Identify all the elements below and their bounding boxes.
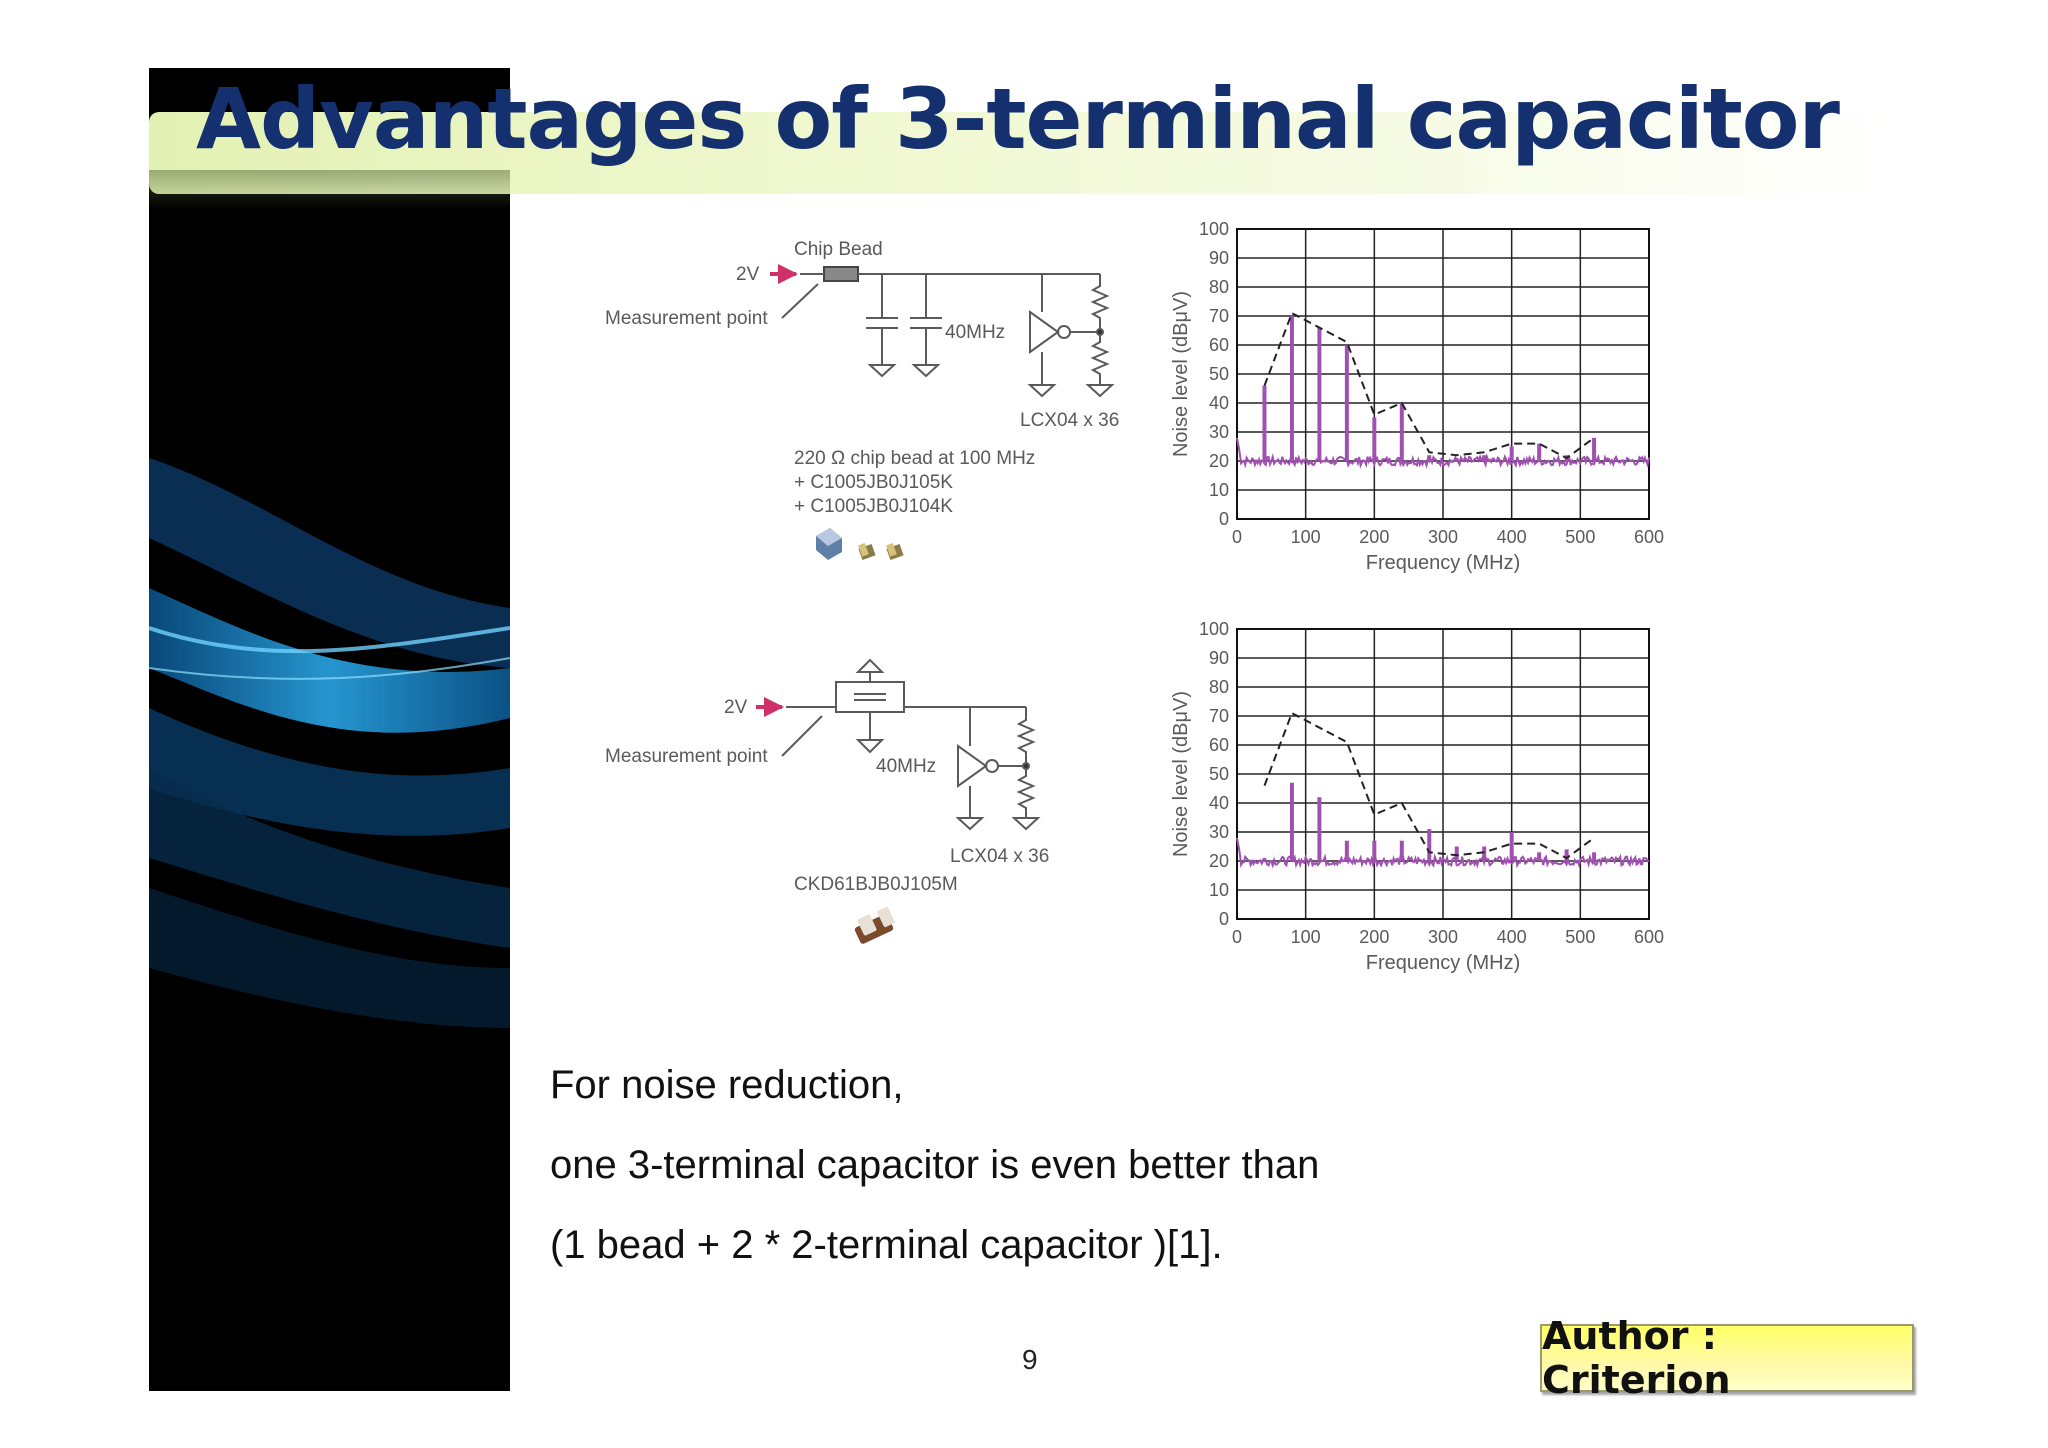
y-tick-label: 60	[1209, 335, 1229, 355]
reference-envelope	[1263, 711, 1595, 860]
top-voltage-label: 2V	[736, 264, 760, 285]
y-tick-label: 20	[1209, 451, 1229, 471]
blue-wave-decoration	[149, 458, 510, 1028]
bottom-ic-label: LCX04 x 36	[950, 846, 1049, 867]
top-part-1: 220 Ω chip bead at 100 MHz	[794, 448, 1035, 469]
top-part-2: + C1005JB0J105K	[794, 472, 953, 493]
plot-frame	[1236, 628, 1650, 920]
noise-floor-trace	[1236, 437, 1650, 469]
top-freq-label: 40MHz	[945, 322, 1005, 343]
title-band-shadow	[149, 170, 510, 210]
y-axis-label: Noise level (dBμV)	[1170, 691, 1192, 857]
author-badge: Author : Criterion	[1540, 1314, 1914, 1402]
x-tick-label: 600	[1634, 527, 1664, 547]
component-photos-top	[816, 528, 904, 561]
x-tick-label: 200	[1359, 527, 1389, 547]
y-axis-label: Noise level (dBμV)	[1170, 291, 1192, 457]
top-part-3: + C1005JB0J104K	[794, 496, 953, 517]
plot-frame	[1236, 228, 1650, 520]
y-tick-label: 60	[1209, 735, 1229, 755]
circuit-top: Chip Bead 2V Measurement point 40MHz LCX…	[605, 239, 1119, 561]
top-ic-label: LCX04 x 36	[1020, 410, 1119, 431]
chip-bead-symbol	[823, 266, 859, 282]
y-tick-label: 90	[1209, 648, 1229, 668]
x-tick-label: 400	[1497, 527, 1527, 547]
y-tick-label: 80	[1209, 677, 1229, 697]
decorative-sidebar	[149, 68, 510, 1391]
y-tick-label: 20	[1209, 851, 1229, 871]
body-line-1: For noise reduction,	[550, 1063, 904, 1107]
x-tick-label: 100	[1291, 527, 1321, 547]
circuit-bottom: 2V Measurement point 40MHz LCX04 x 36 CK…	[605, 658, 1049, 944]
x-tick-label: 600	[1634, 927, 1664, 947]
x-tick-label: 300	[1428, 927, 1458, 947]
page-number: 9	[1022, 1344, 1038, 1375]
y-tick-label: 0	[1219, 509, 1229, 529]
x-axis-label: Frequency (MHz)	[1366, 552, 1520, 574]
component-photo-bottom	[854, 906, 895, 944]
slide-title: Advantages of 3-terminal capacitor	[196, 70, 1840, 168]
y-tick-label: 100	[1199, 219, 1229, 239]
y-tick-label: 50	[1209, 364, 1229, 384]
x-axis-label: Frequency (MHz)	[1366, 952, 1520, 974]
x-tick-label: 400	[1497, 927, 1527, 947]
y-tick-label: 80	[1209, 277, 1229, 297]
body-line-2: one 3-terminal capacitor is even better …	[550, 1143, 1320, 1187]
bottom-voltage-label: 2V	[724, 697, 748, 718]
y-tick-label: 70	[1209, 706, 1229, 726]
x-tick-label: 0	[1232, 527, 1242, 547]
bottom-freq-label: 40MHz	[876, 756, 936, 777]
x-tick-label: 300	[1428, 527, 1458, 547]
chip-bead-label: Chip Bead	[794, 239, 883, 260]
bottom-part-label: CKD61BJB0J105M	[794, 874, 958, 895]
reference-envelope	[1263, 311, 1595, 460]
y-tick-label: 10	[1209, 480, 1229, 500]
y-tick-label: 100	[1199, 619, 1229, 639]
figure: Chip Bead 2V Measurement point 40MHz LCX…	[605, 219, 1664, 974]
y-tick-label: 30	[1209, 422, 1229, 442]
body-line-3: (1 bead + 2 * 2-terminal capacitor )[1].	[550, 1223, 1223, 1267]
y-tick-label: 40	[1209, 393, 1229, 413]
x-tick-label: 0	[1232, 927, 1242, 947]
noise-chart-top: 0 10 20 30 40 50 60 70 80 90 100 0 100 200 300 400 500 60…	[1170, 219, 1664, 574]
y-tick-label: 50	[1209, 764, 1229, 784]
y-tick-label: 0	[1219, 909, 1229, 929]
noise-chart-bottom: 0 10 20 30 40 50 60 70 80 90 100 0 100 200 300 400 500 60…	[1170, 619, 1664, 974]
noise-floor-trace	[1236, 837, 1650, 869]
bottom-measurement-label: Measurement point	[605, 746, 768, 767]
y-tick-label: 70	[1209, 306, 1229, 326]
y-tick-label: 10	[1209, 880, 1229, 900]
y-tick-label: 30	[1209, 822, 1229, 842]
y-tick-label: 90	[1209, 248, 1229, 268]
x-tick-label: 200	[1359, 927, 1389, 947]
y-tick-label: 40	[1209, 793, 1229, 813]
x-tick-label: 100	[1291, 927, 1321, 947]
x-tick-label: 500	[1565, 527, 1595, 547]
x-tick-label: 500	[1565, 927, 1595, 947]
top-measurement-label: Measurement point	[605, 308, 768, 329]
body-text: For noise reduction, one 3-terminal capa…	[550, 1045, 1319, 1285]
